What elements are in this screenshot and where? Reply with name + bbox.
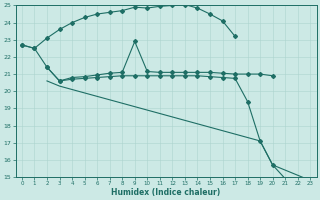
X-axis label: Humidex (Indice chaleur): Humidex (Indice chaleur) [111,188,221,197]
